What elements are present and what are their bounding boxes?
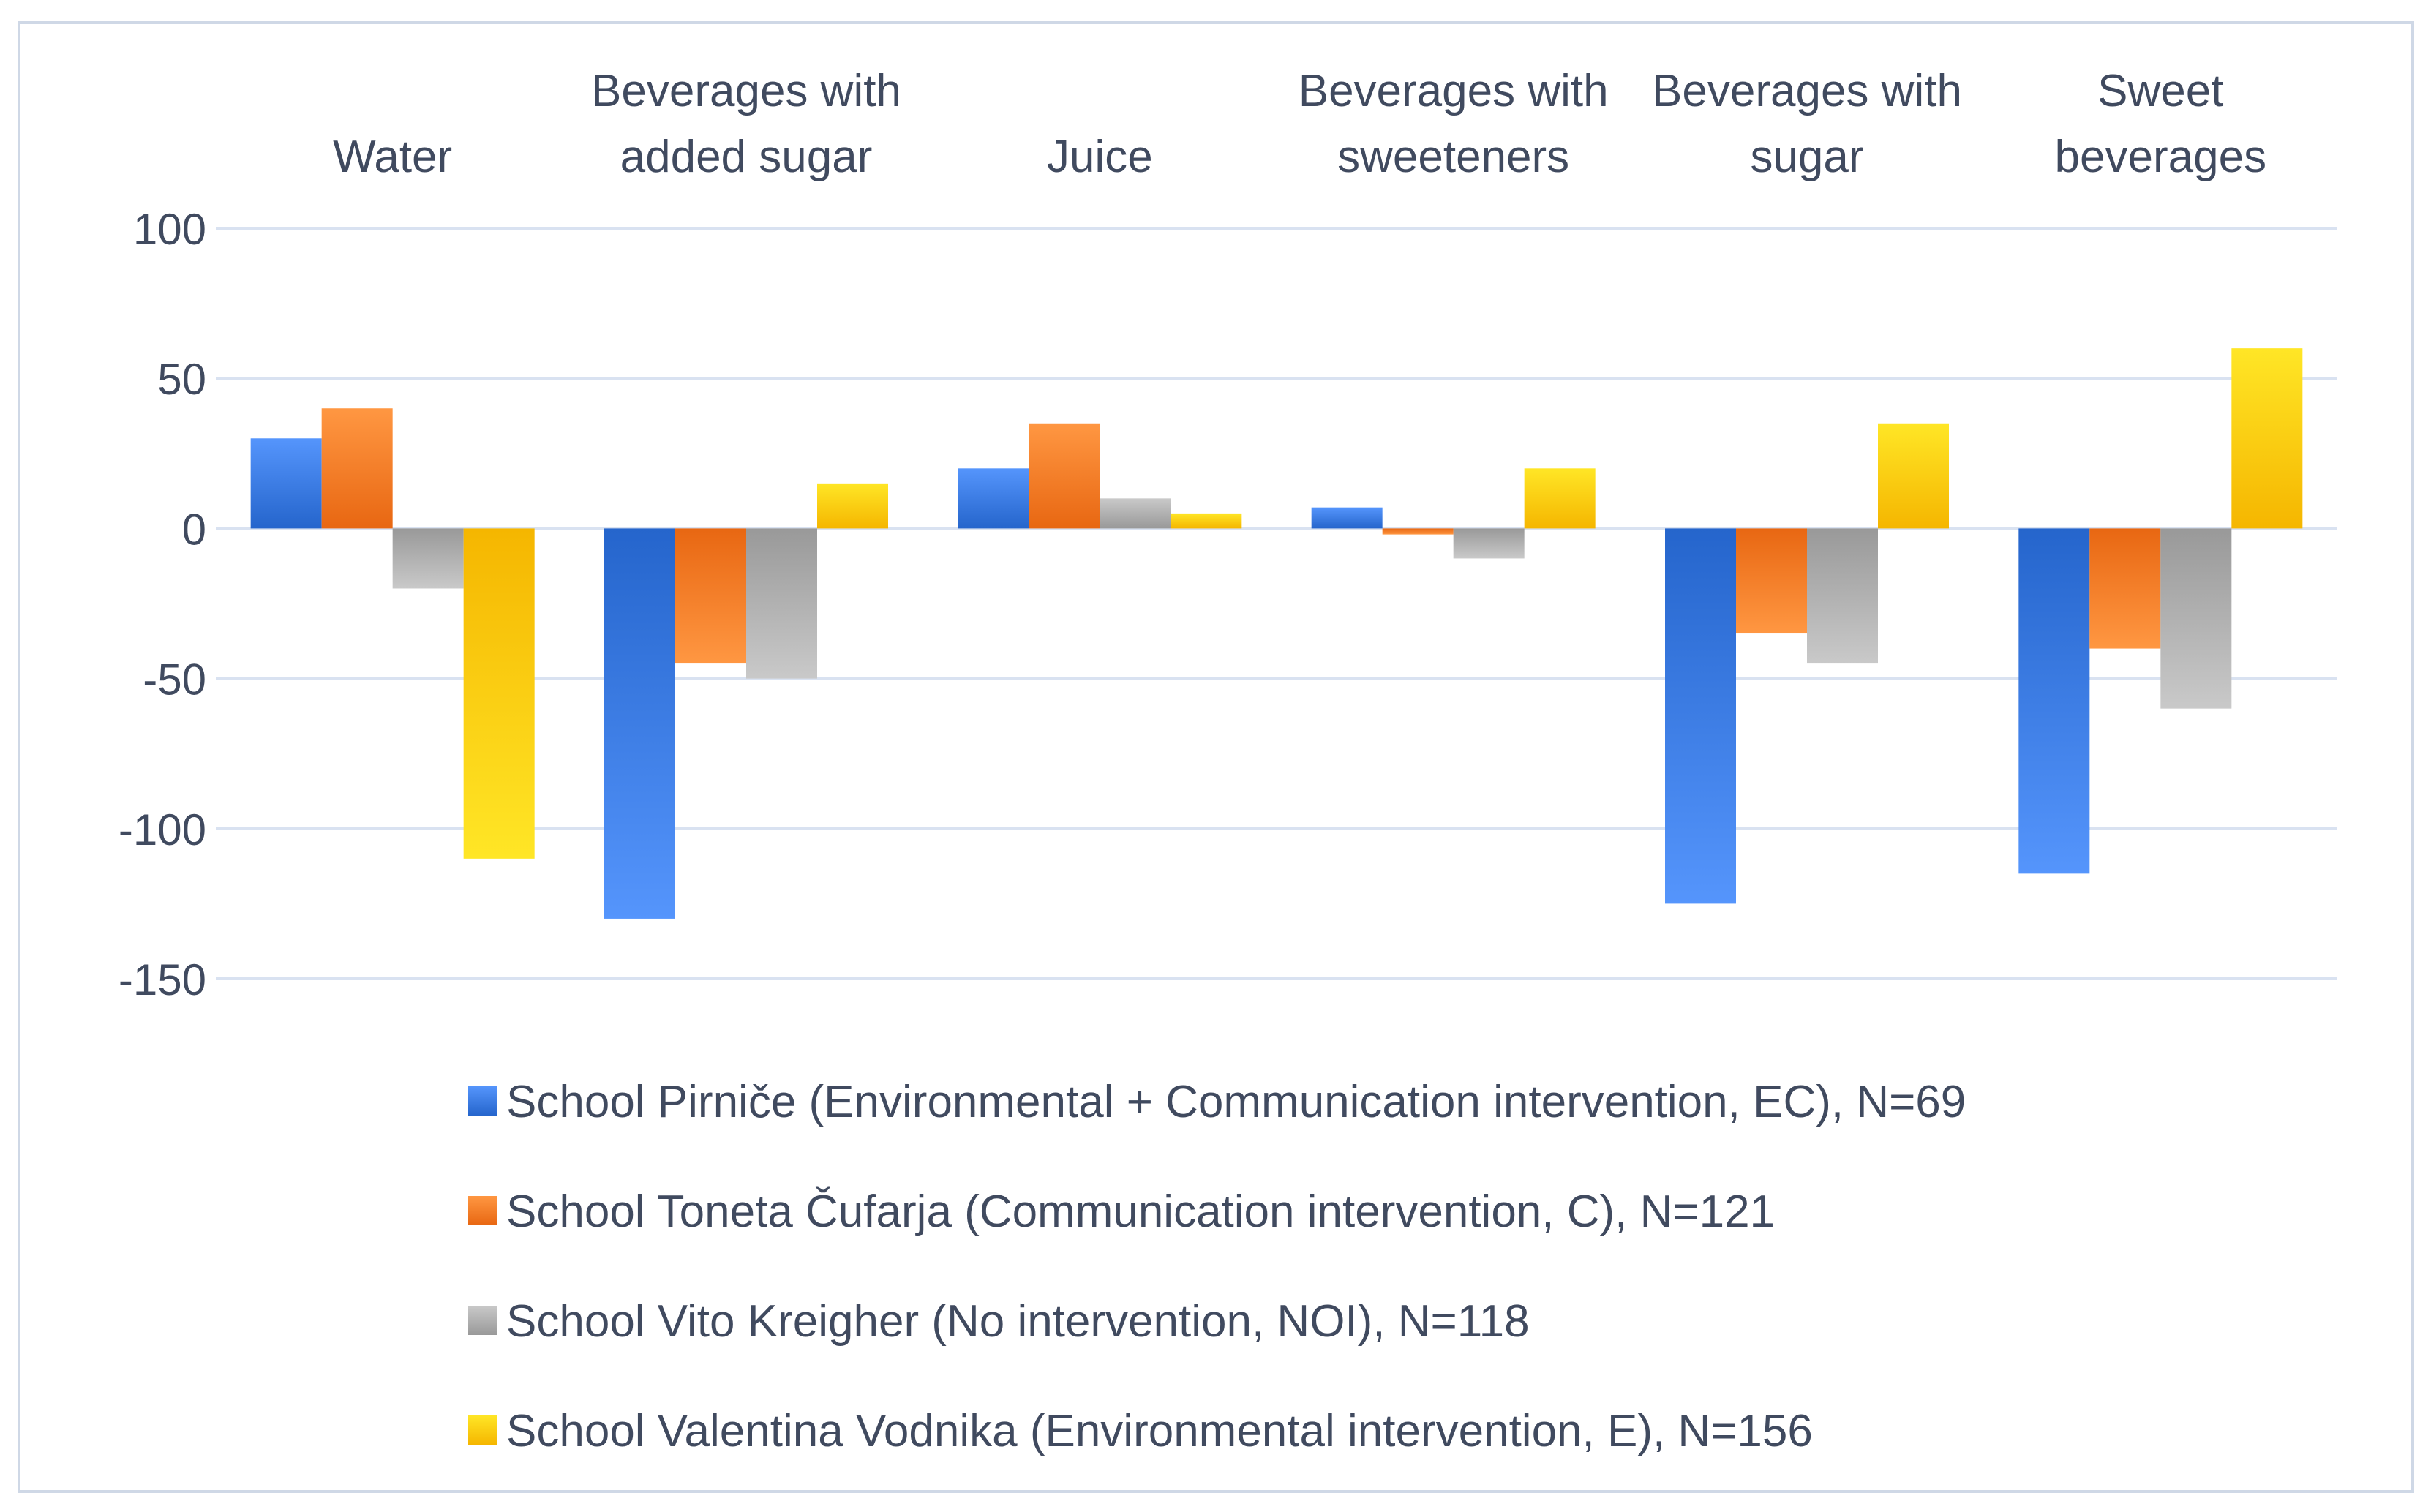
legend: School Pirniče (Environmental + Communic… xyxy=(468,1077,1966,1456)
y-tick-label: -150 xyxy=(119,955,206,1004)
bar xyxy=(1524,468,1596,529)
bar xyxy=(958,468,1029,529)
y-axis-tick-labels: 100 50 0 -50 -100 -150 xyxy=(119,205,206,1004)
bar xyxy=(2089,528,2161,649)
bar xyxy=(2018,528,2090,874)
legend-item: School Vito Kreigher (No intervention, N… xyxy=(468,1296,1530,1347)
bar xyxy=(1807,528,1878,664)
bar xyxy=(604,528,675,919)
bar xyxy=(1665,528,1736,904)
gridlines xyxy=(216,227,2337,980)
legend-label: School Valentina Vodnika (Environmental … xyxy=(506,1406,1813,1456)
legend-item: School Pirniče (Environmental + Communic… xyxy=(468,1077,1966,1127)
bar xyxy=(2231,348,2303,529)
bar xyxy=(1100,498,1171,529)
y-tick-label: -50 xyxy=(143,655,206,704)
bars xyxy=(250,348,2303,919)
y-tick-label: 50 xyxy=(157,355,206,404)
bar xyxy=(1029,423,1100,529)
category-label: Water xyxy=(333,132,452,182)
category-label: sweeteners xyxy=(1337,132,1569,182)
bar xyxy=(250,438,322,529)
bar xyxy=(817,483,888,529)
category-label: Sweet xyxy=(2097,66,2223,116)
category-label: Beverages with xyxy=(1652,66,1962,116)
bar xyxy=(1171,513,1242,529)
category-labels: Water Beverages with added sugar Juice Bever… xyxy=(333,66,2266,182)
category-label: Juice xyxy=(1047,132,1153,182)
bar xyxy=(1311,507,1383,529)
category-label: sugar xyxy=(1750,132,1863,182)
bar xyxy=(1878,423,1949,529)
category-label: beverages xyxy=(2055,132,2267,182)
category-label: Beverages with xyxy=(591,66,901,116)
legend-item: School Toneta Čufarja (Communication int… xyxy=(468,1186,1775,1237)
bar xyxy=(675,528,746,664)
y-tick-label: 0 xyxy=(182,505,206,554)
y-tick-label: -100 xyxy=(119,805,206,854)
bar xyxy=(746,528,817,679)
bar xyxy=(321,408,393,529)
bar xyxy=(1382,528,1454,535)
legend-label: School Toneta Čufarja (Communication int… xyxy=(506,1186,1775,1237)
bar xyxy=(1736,528,1807,634)
category-label: Beverages with xyxy=(1299,66,1609,116)
bar xyxy=(1453,528,1525,559)
y-tick-label: 100 xyxy=(133,205,206,254)
legend-swatch xyxy=(468,1086,497,1116)
legend-label: School Vito Kreigher (No intervention, N… xyxy=(506,1296,1530,1347)
bar xyxy=(2160,528,2232,709)
chart-border xyxy=(18,21,2414,1493)
legend-swatch xyxy=(468,1306,497,1335)
legend-swatch xyxy=(468,1415,497,1445)
legend-item: School Valentina Vodnika (Environmental … xyxy=(468,1406,1813,1456)
legend-label: School Pirniče (Environmental + Communic… xyxy=(506,1077,1966,1127)
category-label: added sugar xyxy=(620,132,873,182)
bar xyxy=(392,528,464,589)
legend-swatch xyxy=(468,1196,497,1225)
bar xyxy=(463,528,535,859)
